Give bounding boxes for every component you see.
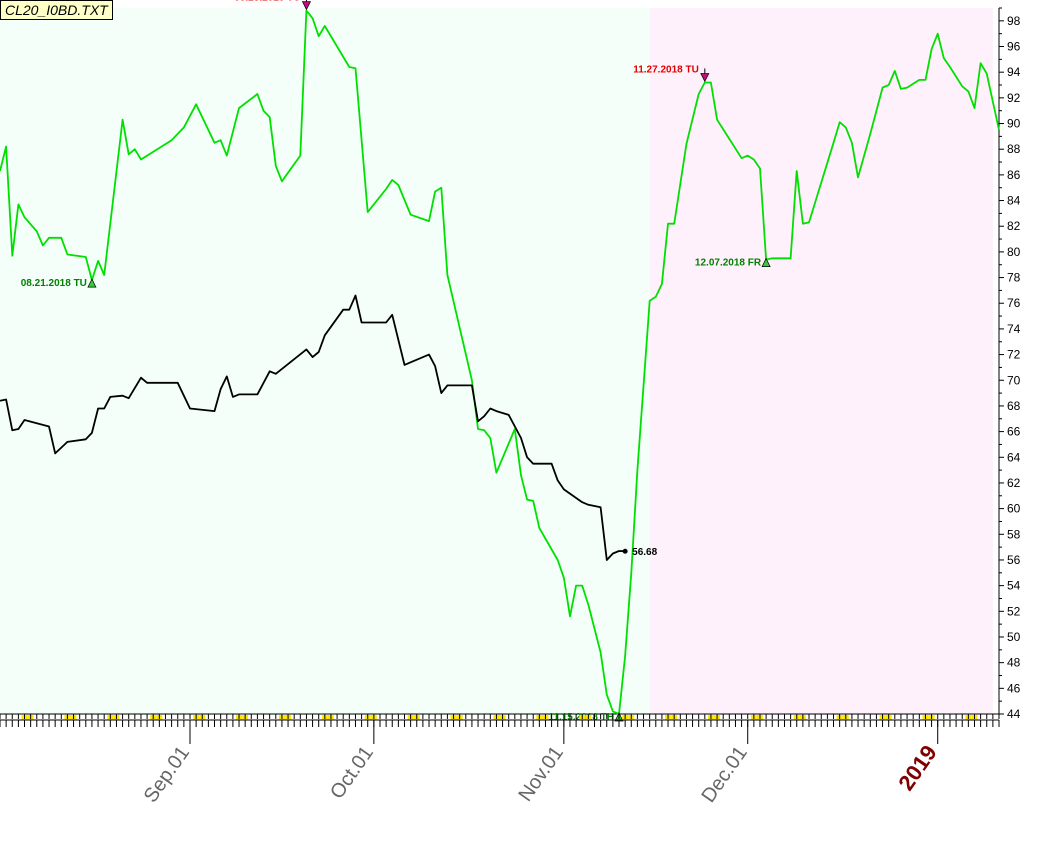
region-0	[0, 8, 650, 714]
y-tick-label: 88	[1007, 142, 1021, 156]
x-month-label: Nov.01	[514, 742, 568, 805]
y-tick-label: 58	[1007, 527, 1021, 541]
y-tick-label: 92	[1007, 91, 1021, 105]
y-tick-label: 56	[1007, 553, 1021, 567]
x-month-label: Oct.01	[326, 742, 378, 803]
low-marker	[87, 278, 97, 288]
y-tick-label: 98	[1007, 14, 1021, 28]
plot-frame	[0, 8, 1000, 715]
low-label: 12.07.2018 FR	[695, 258, 762, 269]
y-tick-label: 82	[1007, 219, 1021, 233]
y-tick-label: 76	[1007, 296, 1021, 310]
chart-title: CL20_I0BD.TXT	[0, 0, 113, 20]
series-line-0	[0, 9, 1000, 715]
y-tick-label: 96	[1007, 40, 1021, 54]
high-label: 09.25.2018 TU	[234, 0, 300, 4]
x-month-label: Dec.01	[697, 742, 751, 807]
y-tick-label: 74	[1007, 322, 1021, 336]
y-tick-label: 80	[1007, 245, 1021, 259]
y-tick-label: 72	[1007, 348, 1021, 362]
last-value-label: 56.68	[632, 547, 657, 558]
y-tick-label: 78	[1007, 271, 1021, 285]
region-1	[649, 8, 993, 714]
y-tick-label: 94	[1007, 65, 1021, 79]
x-year-label: 2019	[893, 741, 942, 795]
background-regions	[0, 8, 993, 714]
low-marker	[761, 257, 771, 267]
high-label: 11.27.2018 TU	[633, 64, 699, 75]
y-tick-label: 54	[1007, 579, 1021, 593]
x-month-label: Sep.01	[140, 742, 194, 807]
y-tick-label: 68	[1007, 399, 1021, 413]
low-label: 08.21.2018 TU	[21, 278, 87, 289]
y-tick-label: 46	[1007, 681, 1021, 695]
y-tick-label: 90	[1007, 117, 1021, 131]
y-tick-label: 86	[1007, 168, 1021, 182]
y-tick-label: 66	[1007, 425, 1021, 439]
y-tick-label: 62	[1007, 476, 1021, 490]
y-tick-label: 44	[1007, 707, 1021, 721]
y-tick-label: 48	[1007, 656, 1021, 670]
y-tick-label: 70	[1007, 373, 1021, 387]
y-tick-label: 50	[1007, 630, 1021, 644]
y-tick-label: 64	[1007, 450, 1021, 464]
y-axis: 44 46 48 50 52 54 56 58 60 62 64 66 68 70 72 74 76 78 80 82…	[999, 7, 1021, 721]
series-line-1	[0, 294, 626, 561]
y-tick-label: 84	[1007, 194, 1021, 208]
last-value-dot	[622, 548, 628, 554]
x-axis: Sep.01 Oct.01 Nov.01 Dec.01 2019	[0, 714, 1000, 807]
series-lines	[0, 9, 1000, 715]
y-tick-label: 60	[1007, 502, 1021, 516]
y-tick-label: 52	[1007, 604, 1021, 618]
